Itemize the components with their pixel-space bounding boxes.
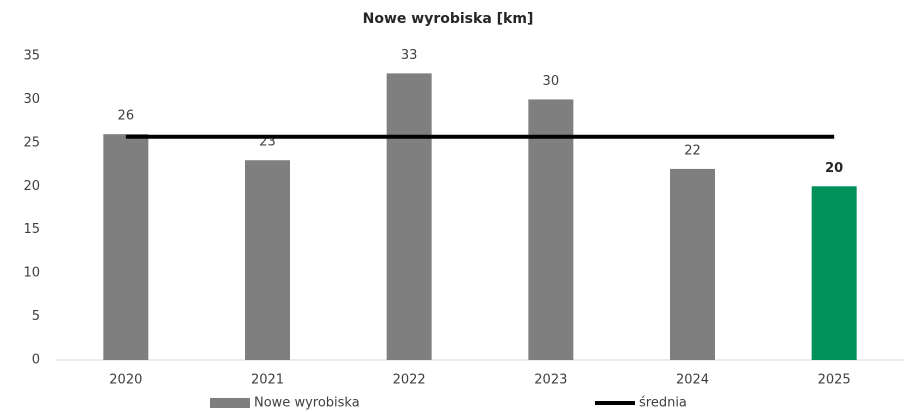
x-tick-label: 2020 [109,373,142,388]
y-tick-label: 15 [23,222,40,237]
bar [386,73,432,360]
bar [245,160,290,360]
x-tick-label: 2023 [534,373,567,388]
y-tick-label: 0 [32,353,40,368]
x-tick-label: 2024 [676,373,709,388]
legend-label: Nowe wyrobiska [254,396,360,411]
bar [528,99,574,360]
y-tick-label: 20 [23,179,40,194]
legend-swatch [210,398,250,408]
data-label: 26 [118,109,135,124]
data-label: 33 [401,48,418,63]
bar [670,168,715,360]
y-tick-label: 10 [23,266,40,281]
bar [103,134,149,360]
data-label: 22 [684,143,701,158]
y-tick-label: 30 [23,92,40,107]
legend-label: średnia [639,396,687,411]
x-tick-label: 2022 [393,373,426,388]
y-tick-label: 25 [23,135,40,150]
chart-title: Nowe wyrobiska [km] [363,11,534,27]
data-label: 30 [543,74,560,89]
x-tick-label: 2025 [818,373,851,388]
y-tick-label: 5 [32,309,40,324]
x-tick-label: 2021 [251,373,284,388]
y-tick-label: 35 [23,49,40,64]
data-label: 20 [825,161,843,176]
bar [811,186,857,360]
